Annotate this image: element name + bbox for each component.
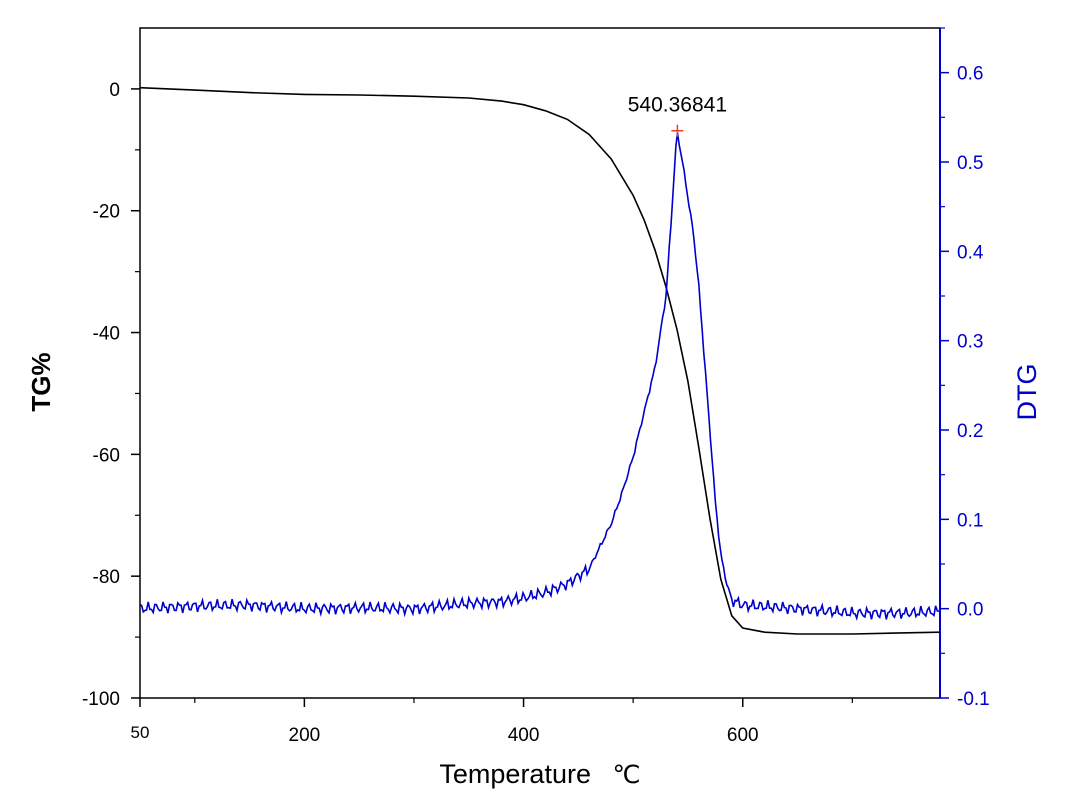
x-tick-label: 400 xyxy=(508,725,540,746)
y-left-axis-title: TG% xyxy=(26,352,56,411)
y-right-tick-label: 0.6 xyxy=(957,64,983,85)
y-right-tick-label: -0.1 xyxy=(957,689,990,710)
y-left-tick-label: -80 xyxy=(93,567,120,588)
y-left-tick-label: -100 xyxy=(82,689,120,710)
ticks-layer: 50 200 400 600 0 -20 -40 -60 -80 -100 0.6 0.5 0.4 0.3… xyxy=(82,27,990,746)
y-right-tick-label: 0.1 xyxy=(957,510,983,531)
y-right-tick-label: 0.4 xyxy=(957,242,984,263)
y-right-tick-label: 0.3 xyxy=(957,332,983,353)
plot-frame xyxy=(139,27,941,699)
y-left-tick-label: -40 xyxy=(93,324,120,345)
x-tick-label: 50 xyxy=(131,723,150,742)
y-right-tick-label: 0.2 xyxy=(957,421,983,442)
x-axis-title: Temperature ℃ xyxy=(439,759,640,789)
x-tick-label: 200 xyxy=(289,725,321,746)
y-left-tick-label: -60 xyxy=(93,445,120,466)
y-right-tick-label: 0.5 xyxy=(957,153,983,174)
series-layer xyxy=(139,86,941,635)
x-tick-label: 600 xyxy=(727,725,759,746)
x-axis-title-unit: ℃ xyxy=(613,760,641,789)
dtg-series-line xyxy=(139,132,940,621)
tg-series-line xyxy=(139,86,941,635)
y-right-tick-label: 0.0 xyxy=(957,600,983,621)
x-axis-title-text: Temperature xyxy=(439,759,591,789)
y-left-tick-label: -20 xyxy=(93,202,120,223)
peak-annotation-label: 540.36841 xyxy=(628,94,727,117)
y-right-axis-title: DTG xyxy=(1012,364,1042,421)
y-left-tick-label: 0 xyxy=(109,80,120,101)
annotation-layer: 540.36841 xyxy=(628,94,727,137)
